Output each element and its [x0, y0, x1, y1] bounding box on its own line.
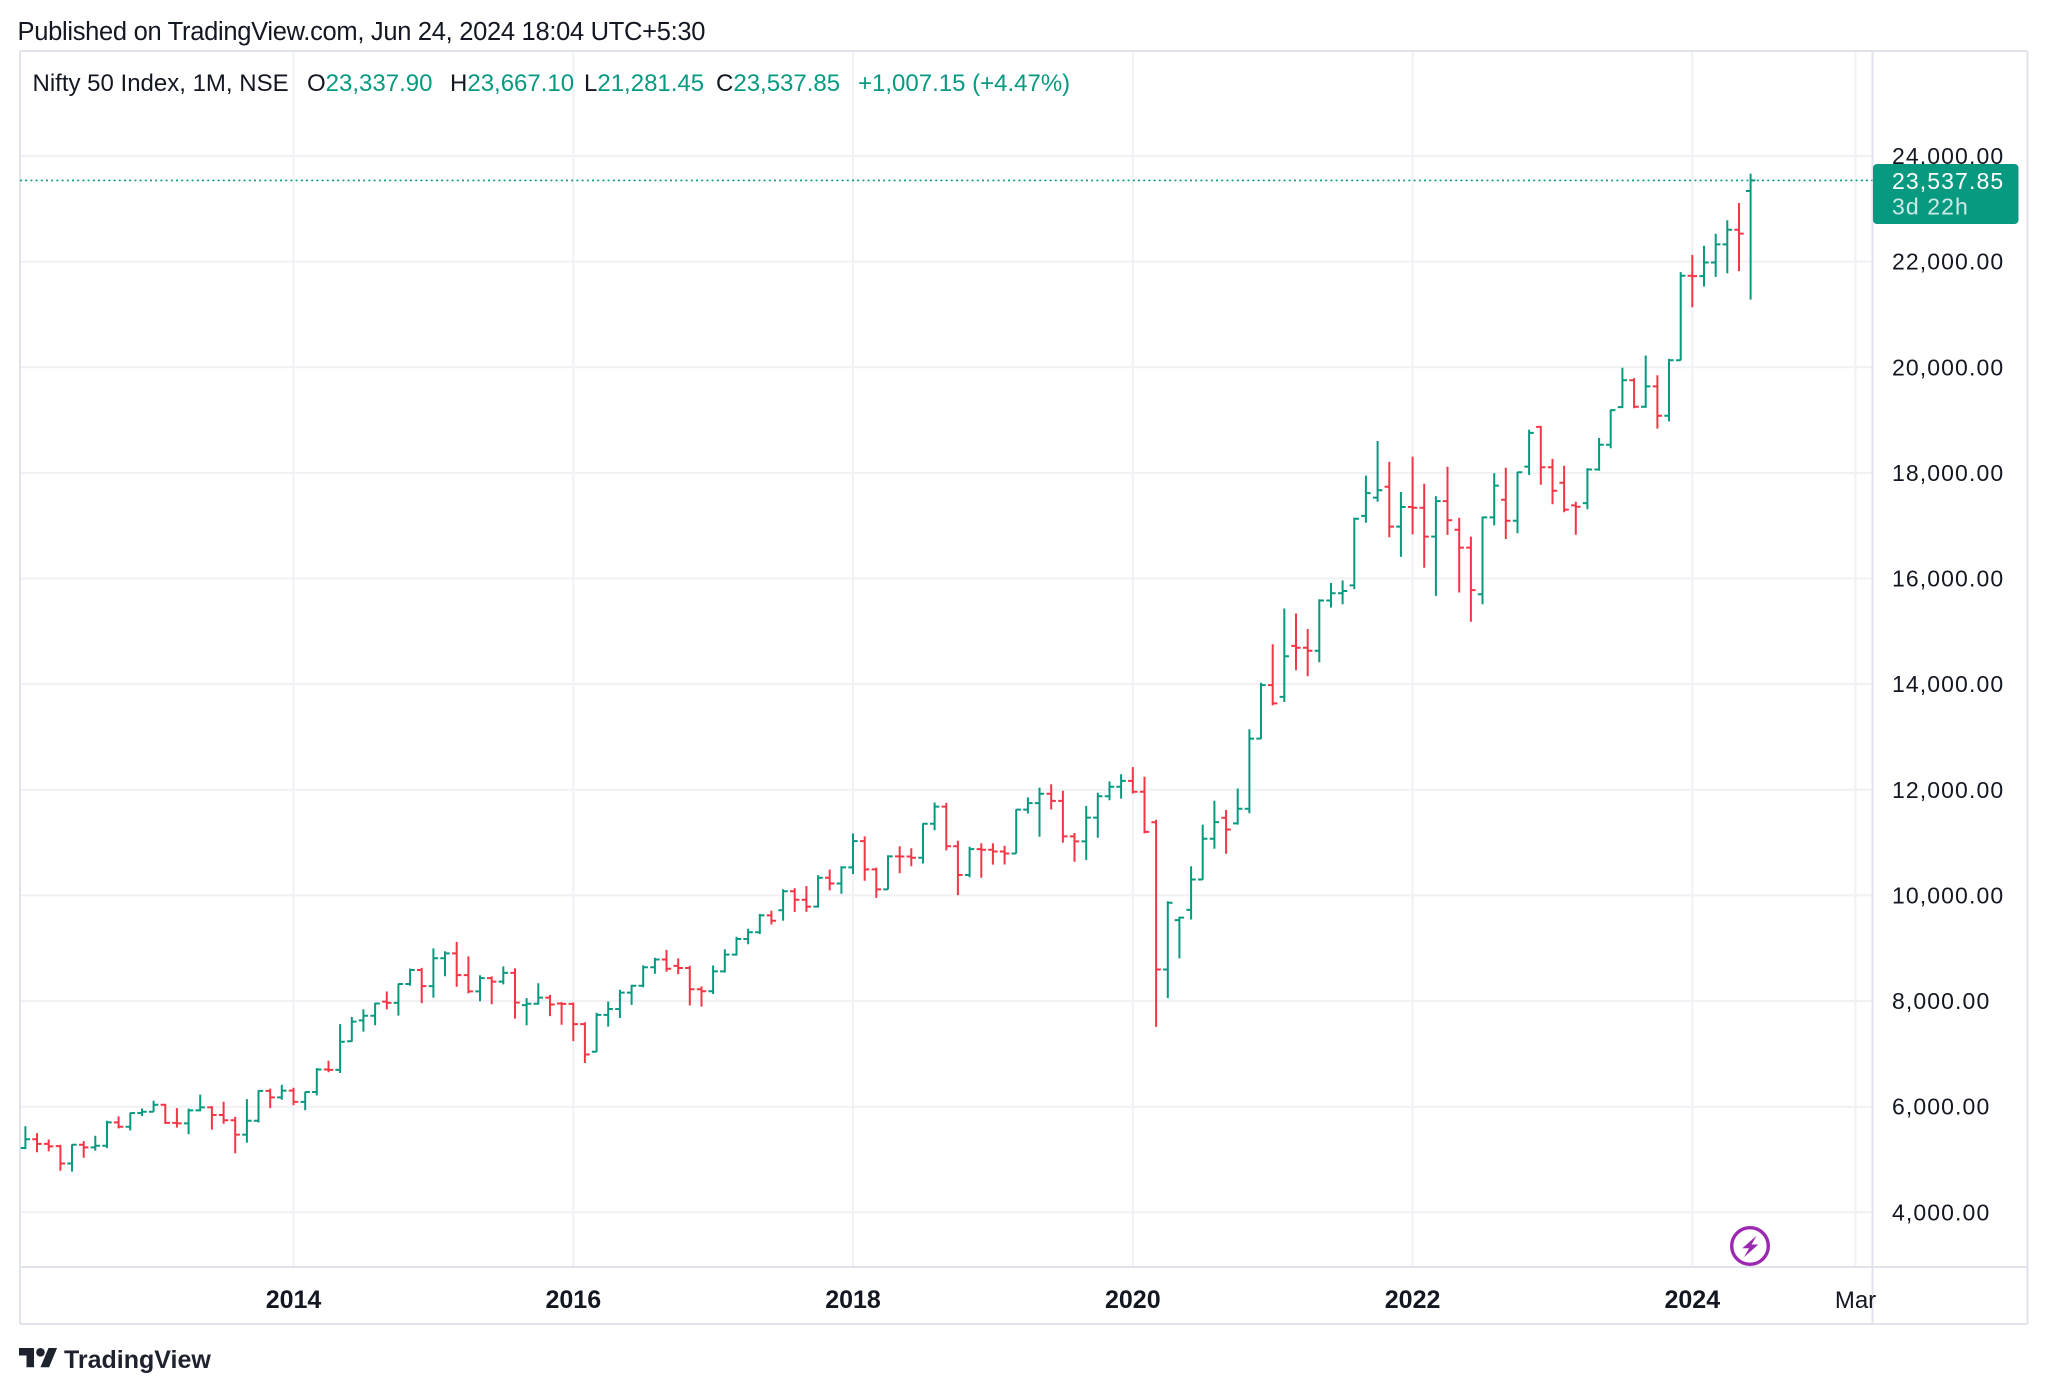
- svg-text:O23,337.90: O23,337.90: [307, 70, 432, 97]
- svg-text:L21,281.45: L21,281.45: [584, 70, 704, 97]
- svg-text:20,000.00: 20,000.00: [1892, 354, 2004, 380]
- svg-text:Mar: Mar: [1835, 1287, 1876, 1314]
- svg-text:10,000.00: 10,000.00: [1892, 882, 2004, 908]
- svg-text:2016: 2016: [545, 1286, 601, 1314]
- svg-text:2018: 2018: [825, 1286, 881, 1314]
- svg-text:+1,007.15 (+4.47%): +1,007.15 (+4.47%): [858, 70, 1070, 97]
- svg-text:Published on TradingView.com,: Published on TradingView.com, Jun 24, 20…: [18, 18, 706, 46]
- svg-text:8,000.00: 8,000.00: [1892, 988, 1990, 1014]
- svg-text:2024: 2024: [1664, 1286, 1720, 1314]
- svg-text:3d 22h: 3d 22h: [1892, 194, 1969, 220]
- svg-text:2022: 2022: [1385, 1286, 1441, 1314]
- svg-text:TradingView: TradingView: [64, 1346, 211, 1374]
- svg-text:2014: 2014: [266, 1286, 322, 1314]
- svg-text:14,000.00: 14,000.00: [1892, 671, 2004, 697]
- svg-text:16,000.00: 16,000.00: [1892, 566, 2004, 592]
- svg-text:H23,667.10: H23,667.10: [450, 70, 574, 97]
- svg-text:18,000.00: 18,000.00: [1892, 460, 2004, 486]
- svg-text:2020: 2020: [1105, 1286, 1161, 1314]
- svg-text:C23,537.85: C23,537.85: [716, 70, 840, 97]
- svg-text:Nifty 50 Index, 1M, NSE: Nifty 50 Index, 1M, NSE: [33, 70, 289, 97]
- svg-text:6,000.00: 6,000.00: [1892, 1094, 1990, 1120]
- svg-text:12,000.00: 12,000.00: [1892, 777, 2004, 803]
- svg-text:22,000.00: 22,000.00: [1892, 249, 2004, 275]
- svg-text:23,537.85: 23,537.85: [1892, 168, 2004, 194]
- svg-text:4,000.00: 4,000.00: [1892, 1199, 1990, 1225]
